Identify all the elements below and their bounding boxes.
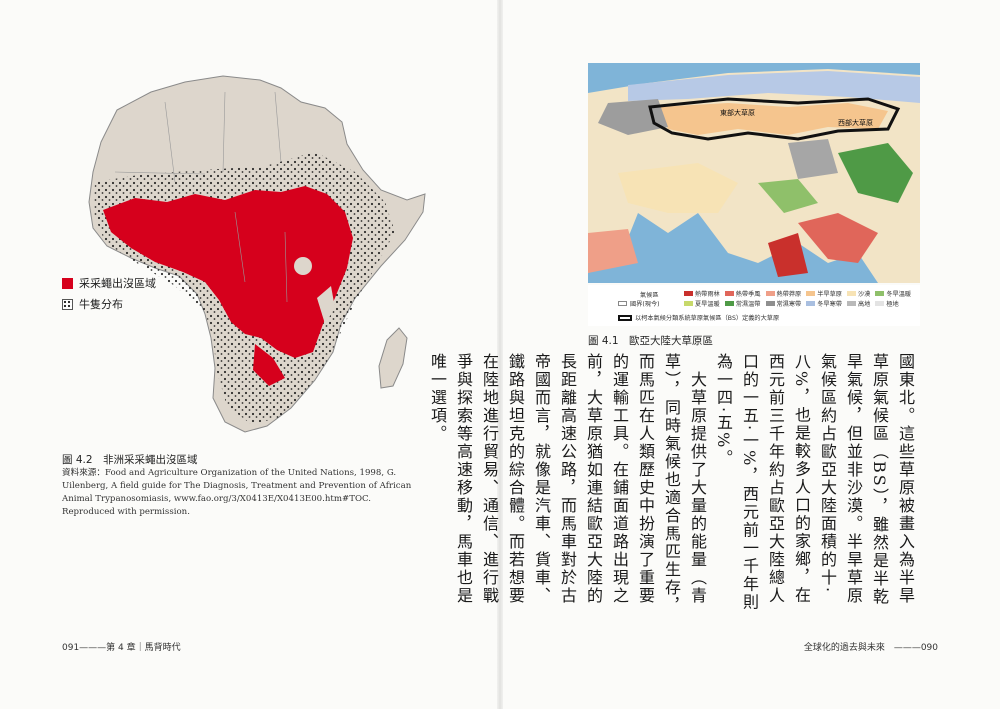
steppe-outline-icon [618, 314, 632, 321]
figure-caption-4-1: 圖 4.1 歐亞大陸大草原區 [588, 335, 714, 347]
climate-legend-label: 熱帶季風 [735, 291, 761, 298]
climate-legend-label: 常濕寒帶 [776, 301, 802, 308]
book-gutter [497, 0, 503, 709]
source-text: Food and Agriculture Organization of the… [62, 468, 412, 517]
red-swatch-icon [62, 277, 73, 289]
figure-caption-4-2: 圖 4.2 非洲采采蠅出沒區域 [62, 454, 198, 466]
climate-swatch-icon [765, 291, 775, 296]
climate-legend-label: 夏旱溫暖 [695, 301, 720, 308]
legend-border: 國界(現今) [618, 299, 660, 308]
legend-cattle: 牛隻分布 [62, 296, 156, 312]
climate-swatch-icon [847, 301, 856, 306]
legend-tsetse-label: 采采蠅出沒區域 [79, 277, 156, 290]
climate-legend-item: 熱帶季風 [724, 289, 761, 298]
steppe-label: 以柯本氣候分類系統草原氣候區（BS）定義的大草原 [635, 315, 780, 322]
climate-swatch-icon [847, 291, 856, 296]
climate-legend-row1: 熱帶雨林 熱帶季風 熱帶莽原 半旱草原 沙漠 冬旱溫暖 [684, 289, 911, 298]
body-paragraph-2: 大草原提供了大量的能量（青草），同時氣候也適合馬匹生存，而馬匹在人類歷史中扮演了… [428, 353, 707, 615]
dotted-swatch-icon [62, 298, 73, 310]
climate-legend-item: 冬旱溫暖 [875, 289, 911, 298]
climate-legend-label: 半旱草原 [817, 291, 842, 298]
source-label: 資料來源： [62, 468, 105, 478]
madagascar [378, 327, 408, 389]
climate-legend-item: 常濕寒帶 [765, 299, 802, 308]
body-paragraph-1: 國東北。這些草原被畫入為半旱草原氣候區（BS），雖然是半乾旱氣候，但並非沙漠。半… [714, 353, 915, 612]
climate-legend-item: 冬旱寒帶 [806, 299, 842, 308]
climate-legend-label: 熱帶雨林 [695, 291, 720, 298]
folio-right: 全球化的過去與未來 ———090 [803, 643, 938, 653]
climate-swatch-icon [724, 301, 734, 306]
climate-legend-label: 熱帶莽原 [776, 291, 802, 298]
africa-tsetse-map [88, 75, 426, 433]
figure-source: 資料來源：Food and Agriculture Organization o… [62, 467, 422, 519]
tsetse-fly-region [103, 186, 353, 358]
border-swatch-icon [618, 301, 627, 306]
right-page: 東部大草原 西部大草原 氣候區 熱帶雨林 熱帶季風 熱帶莽原 半旱草原 沙漠 冬旱溫暖 夏… [428, 0, 1000, 709]
legend-steppe: 以柯本氣候分類系統草原氣候區（BS）定義的大草原 [618, 313, 779, 322]
climate-legend: 氣候區 熱帶雨林 熱帶季風 熱帶莽原 半旱草原 沙漠 冬旱溫暖 夏旱溫暖 常濕溫帶 常濕寒帶 冬… [588, 285, 920, 326]
climate-legend-item: 熱帶莽原 [765, 289, 802, 298]
climate-swatch-icon [875, 301, 885, 306]
climate-legend-row2: 夏旱溫暖 常濕溫帶 常濕寒帶 冬旱寒帶 高地 極地 [684, 299, 899, 308]
climate-legend-label: 沙漠 [858, 291, 871, 298]
climate-legend-item: 沙漠 [847, 289, 870, 298]
left-page: 采采蠅出沒區域 牛隻分布 圖 4.2 非洲采采蠅出沒區域 資料來源：Food a… [62, 75, 426, 653]
folio-left: 091———第 4 章｜馬背時代 [62, 643, 181, 653]
map-legend: 采采蠅出沒區域 牛隻分布 [62, 275, 156, 317]
climate-legend-label: 冬旱寒帶 [817, 301, 842, 308]
climate-legend-item: 常濕溫帶 [724, 299, 761, 308]
climate-swatch-icon [724, 291, 734, 296]
body-text: 國東北。這些草原被畫入為半旱草原氣候區（BS），雖然是半乾旱氣候，但並非沙漠。半… [424, 353, 918, 615]
climate-legend-label: 高地 [858, 301, 871, 308]
climate-swatch-icon [806, 291, 816, 296]
climate-legend-item: 熱帶雨林 [684, 289, 720, 298]
climate-swatch-icon [806, 301, 816, 306]
climate-legend-label: 冬旱溫暖 [886, 291, 912, 298]
climate-legend-label: 極地 [886, 301, 899, 308]
east-steppe-label: 東部大草原 [720, 108, 755, 117]
legend-tsetse: 采采蠅出沒區域 [62, 275, 156, 291]
climate-legend-item: 高地 [847, 299, 870, 308]
west-steppe-label: 西部大草原 [838, 118, 873, 127]
border-label: 國界(現今) [630, 301, 660, 308]
climate-legend-title: 氣候區 [640, 292, 659, 299]
legend-cattle-label: 牛隻分布 [79, 298, 123, 311]
climate-swatch-icon [875, 291, 885, 296]
climate-legend-item: 夏旱溫暖 [684, 299, 720, 308]
climate-swatch-icon [684, 301, 693, 306]
climate-legend-item: 極地 [875, 299, 899, 308]
climate-legend-label: 常濕溫帶 [735, 301, 761, 308]
climate-swatch-icon [684, 291, 693, 296]
climate-swatch-icon [765, 301, 775, 306]
eurasia-steppe-figure: 東部大草原 西部大草原 氣候區 熱帶雨林 熱帶季風 熱帶莽原 半旱草原 沙漠 冬旱溫暖 夏… [588, 63, 920, 326]
climate-legend-item: 半旱草原 [806, 289, 842, 298]
eurasia-climate-map: 東部大草原 西部大草原 [588, 63, 920, 283]
